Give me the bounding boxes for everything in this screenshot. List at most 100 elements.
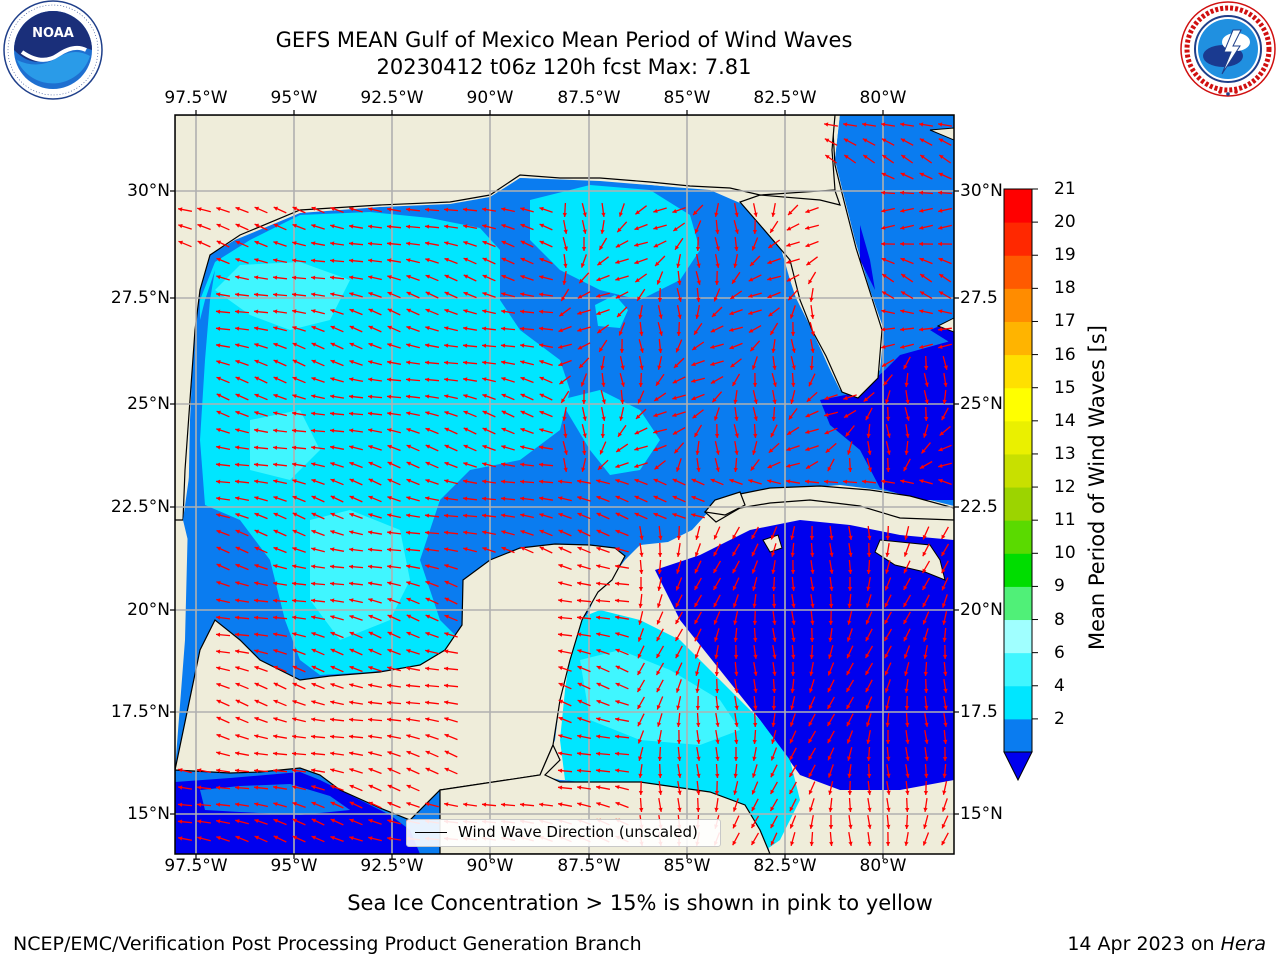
wave-direction-arrowhead	[753, 416, 758, 421]
lat-tick-right: 15°N	[960, 804, 1003, 824]
wave-direction-arrowhead	[658, 535, 663, 540]
wave-direction-arrowhead	[482, 496, 487, 501]
wave-direction-arrowhead	[368, 598, 373, 603]
wave-direction-arrowhead	[941, 534, 946, 540]
wave-direction-arrowhead	[330, 258, 335, 263]
wave-direction-arrowhead	[520, 240, 526, 245]
wave-direction-arrowhead	[885, 705, 890, 710]
wave-direction-arrowhead	[790, 688, 795, 693]
wave-direction-arrowhead	[311, 768, 316, 773]
wave-direction-arrowhead	[349, 648, 355, 653]
wave-direction-arrowhead	[657, 586, 662, 591]
wave-direction-arrowhead	[330, 462, 335, 467]
wave-direction-arrowhead	[596, 529, 602, 534]
colorbar-label: 6	[1054, 642, 1065, 663]
wave-direction-arrowhead	[938, 138, 944, 143]
lat-tick-right: 17.5	[960, 702, 998, 722]
wave-direction-arrowhead	[695, 535, 700, 540]
wave-direction-arrowhead	[330, 241, 335, 246]
wave-direction-arrowhead	[482, 530, 487, 535]
wave-direction-arrowhead	[696, 739, 701, 744]
wave-direction-arrowhead	[938, 190, 943, 195]
wave-direction-arrowhead	[216, 546, 222, 551]
wave-direction-arrowhead	[696, 263, 701, 268]
wave-direction-arrowhead	[596, 598, 601, 603]
wave-direction-arrowhead	[558, 479, 563, 484]
wave-direction-arrowhead	[539, 360, 544, 365]
wave-direction-arrowhead	[406, 428, 411, 433]
wave-direction-arrowhead	[938, 122, 943, 127]
colorbar-segment	[1004, 586, 1032, 621]
wave-direction-arrowhead	[235, 393, 241, 398]
us-gulf-coast-land	[175, 115, 836, 521]
wave-direction-arrowhead	[368, 394, 373, 399]
wave-direction-arrowhead	[637, 398, 642, 404]
wave-direction-arrowhead	[273, 445, 278, 450]
wave-direction-arrowhead	[558, 563, 563, 568]
wave-direction-arrowhead	[886, 773, 891, 778]
wave-direction-arrowhead	[349, 530, 354, 535]
wave-direction-arrowhead	[672, 379, 678, 384]
wave-direction-arrowhead	[406, 274, 411, 279]
wave-direction-arrowhead	[406, 547, 411, 552]
wave-direction-arrowhead	[463, 410, 468, 415]
wave-direction-arrowhead	[752, 739, 757, 744]
wave-direction-arrowhead	[330, 835, 335, 840]
wave-direction-arrowhead	[558, 529, 564, 534]
wave-direction-arrowhead	[406, 478, 411, 483]
wave-direction-arrowhead	[733, 637, 738, 642]
wave-direction-arrowhead	[618, 331, 623, 336]
wave-direction-arrowhead	[254, 240, 259, 245]
wave-direction-arrowhead	[463, 394, 468, 399]
wave-direction-arrowhead	[311, 411, 316, 416]
wave-direction-arrowhead	[577, 512, 582, 517]
wave-direction-arrowhead	[273, 546, 278, 551]
wave-direction-arrowhead	[615, 581, 620, 586]
wave-direction-arrowhead	[216, 836, 221, 841]
wave-direction-arrowhead	[596, 277, 601, 282]
wave-direction-arrowhead	[463, 479, 468, 484]
wave-direction-arrowhead	[920, 274, 925, 279]
wave-direction-arrowhead	[254, 292, 259, 297]
wave-direction-arrowhead	[520, 546, 526, 551]
footer-date-text: 14 Apr 2023 on	[1067, 933, 1221, 955]
lon-tick-top: 92.5°W	[360, 88, 424, 108]
wave-direction-arrowhead	[786, 446, 791, 451]
wave-direction-arrowhead	[311, 529, 316, 534]
wave-direction-arrowhead	[501, 496, 506, 501]
wave-direction-arrowhead	[790, 841, 795, 846]
wave-direction-arrowhead	[563, 229, 568, 234]
wave-direction-arrowhead	[387, 801, 392, 806]
wave-direction-arrowhead	[444, 394, 449, 399]
wave-direction-arrowhead	[786, 479, 791, 484]
wave-direction-arrowhead	[235, 513, 240, 518]
wave-direction-arrowhead	[596, 682, 602, 687]
wave-direction-arrowhead	[330, 309, 335, 314]
wave-direction-arrowhead	[387, 683, 392, 688]
wave-direction-arrowhead	[653, 243, 659, 248]
wave-direction-arrowhead	[349, 445, 354, 450]
wave-direction-arrowhead	[444, 802, 449, 807]
wave-direction-arrowhead	[311, 648, 317, 653]
wave-direction-arrowhead	[596, 632, 601, 637]
colorbar-segment	[1004, 553, 1032, 587]
wave-direction-arrowhead	[615, 259, 620, 264]
wave-direction-arrowhead	[520, 393, 526, 398]
lat-tick-right: 22.5	[960, 497, 998, 517]
wave-direction-arrowhead	[677, 756, 682, 761]
wave-direction-arrowhead	[349, 598, 354, 603]
wave-direction-arrowhead	[596, 699, 601, 704]
wave-direction-arrowhead	[216, 666, 221, 671]
wave-direction-arrowhead	[235, 343, 240, 348]
wave-direction-arrowhead	[482, 393, 487, 398]
wave-direction-arrowhead	[216, 445, 221, 450]
wave-direction-arrowhead	[368, 700, 373, 705]
wave-direction-arrowhead	[770, 535, 775, 540]
wave-direction-arrowhead	[368, 784, 374, 789]
wave-direction-arrowhead	[653, 478, 659, 483]
wave-direction-arrowhead	[444, 427, 450, 432]
wave-direction-arrowhead	[406, 683, 411, 688]
wave-direction-arrowhead	[235, 768, 240, 773]
wave-direction-arrowhead	[922, 602, 927, 608]
